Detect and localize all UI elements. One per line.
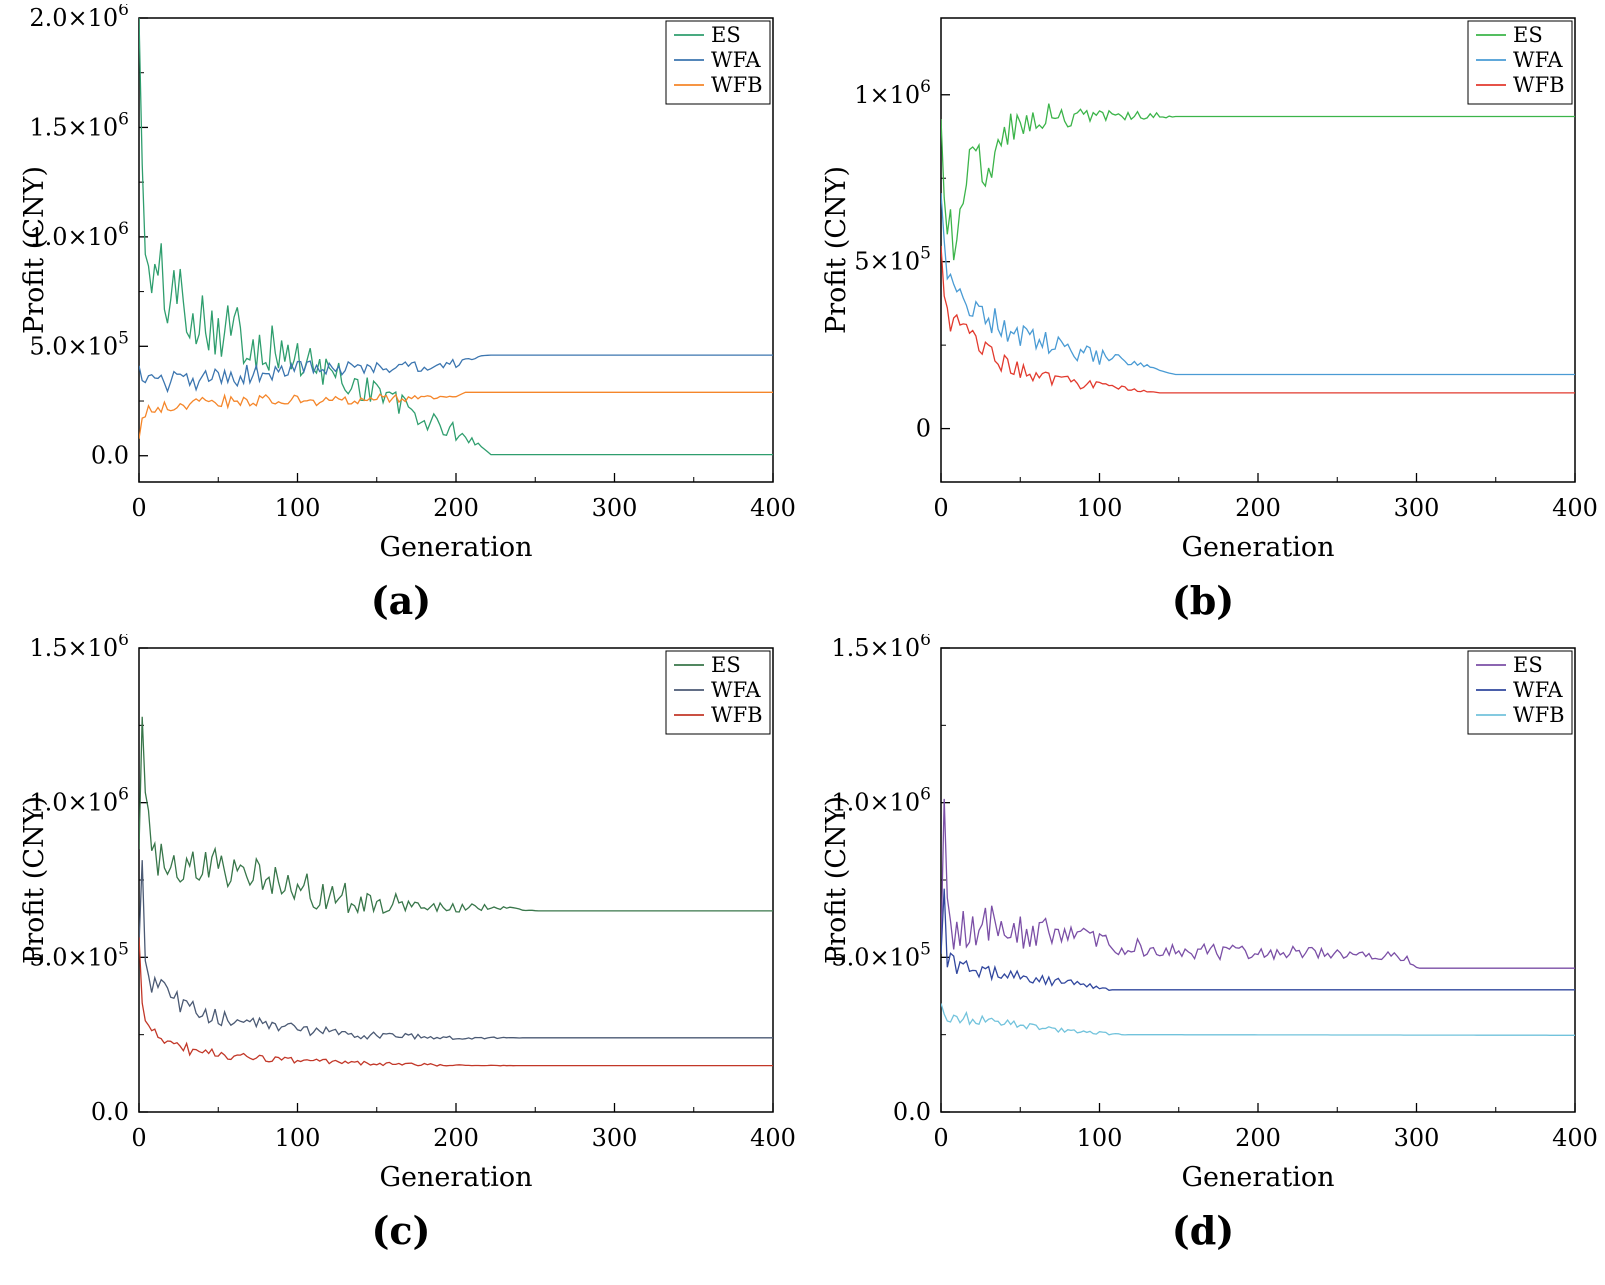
chart-panel-b: 0 100 200 300 400 0 5×105 1×106 Generation Profit… (821, 17, 1598, 563)
svg-text:400: 400 (750, 494, 796, 522)
svg-text:100: 100 (1077, 1124, 1123, 1152)
svg-text:1.0×106: 1.0×106 (29, 219, 129, 251)
svg-text:1.0×106: 1.0×106 (29, 785, 129, 817)
svg-text:5.0×105: 5.0×105 (831, 939, 931, 971)
figure-grid: 0 100 200 300 400 0.0 5.0×105 1.0×106 1.5×106 2.0… (0, 4, 1604, 1258)
svg-text:300: 300 (1394, 1124, 1440, 1152)
svg-text:300: 300 (1394, 494, 1440, 522)
svg-text:Generation: Generation (379, 1162, 532, 1193)
svg-text:1.0×106: 1.0×106 (831, 785, 931, 817)
svg-text:400: 400 (1552, 1124, 1598, 1152)
panel-b: 0 100 200 300 400 0 5×105 1×106 Generation Profit… (802, 4, 1604, 628)
svg-text:200: 200 (1235, 494, 1281, 522)
svg-text:0.0: 0.0 (91, 1098, 129, 1126)
svg-text:300: 300 (592, 1124, 638, 1152)
svg-text:WFA: WFA (1513, 48, 1563, 72)
svg-text:WFB: WFB (1513, 73, 1565, 97)
svg-text:5×105: 5×105 (854, 244, 931, 276)
svg-text:2.0×106: 2.0×106 (29, 4, 129, 32)
panel-a: 0 100 200 300 400 0.0 5.0×105 1.0×106 1.5×106 2.0… (0, 4, 802, 628)
svg-text:1×106: 1×106 (854, 77, 931, 109)
svg-text:WFB: WFB (1513, 703, 1565, 727)
svg-text:ES: ES (1513, 653, 1543, 677)
svg-text:100: 100 (1077, 494, 1123, 522)
panel-d: 0 100 200 300 400 0.0 5.0×105 1.0×106 1.5×106 Gen… (802, 634, 1604, 1258)
svg-text:WFA: WFA (711, 678, 761, 702)
chart-panel-c: 0 100 200 300 400 0.0 5.0×105 1.0×106 1.5×106 Gen… (19, 634, 796, 1193)
svg-text:400: 400 (1552, 494, 1598, 522)
svg-text:0: 0 (933, 1124, 948, 1152)
svg-text:WFB: WFB (711, 73, 763, 97)
svg-text:WFB: WFB (711, 703, 763, 727)
svg-text:1.5×106: 1.5×106 (831, 634, 931, 662)
svg-text:0: 0 (916, 415, 931, 443)
svg-text:ES: ES (711, 23, 741, 47)
svg-text:5.0×105: 5.0×105 (29, 939, 129, 971)
svg-text:WFA: WFA (1513, 678, 1563, 702)
svg-text:200: 200 (1235, 1124, 1281, 1152)
svg-text:Generation: Generation (1181, 532, 1334, 563)
svg-text:200: 200 (433, 1124, 479, 1152)
svg-text:0: 0 (131, 494, 146, 522)
svg-text:WFA: WFA (711, 48, 761, 72)
svg-text:Profit (CNY): Profit (CNY) (19, 166, 50, 334)
svg-text:Generation: Generation (1181, 1162, 1334, 1193)
panel-c: 0 100 200 300 400 0.0 5.0×105 1.0×106 1.5×106 Gen… (0, 634, 802, 1258)
svg-text:200: 200 (433, 494, 479, 522)
svg-text:ES: ES (711, 653, 741, 677)
svg-text:Profit (CNY): Profit (CNY) (821, 166, 852, 334)
svg-text:Generation: Generation (379, 532, 532, 563)
svg-text:5.0×105: 5.0×105 (29, 328, 129, 360)
chart-panel-a: 0 100 200 300 400 0.0 5.0×105 1.0×106 1.5×106 2.0… (19, 4, 796, 563)
svg-text:Profit (CNY): Profit (CNY) (19, 796, 50, 964)
svg-text:400: 400 (750, 1124, 796, 1152)
panel-caption-b: (b) (1171, 578, 1235, 623)
svg-text:Profit (CNY): Profit (CNY) (821, 796, 852, 964)
chart-panel-d: 0 100 200 300 400 0.0 5.0×105 1.0×106 1.5×106 Gen… (821, 634, 1598, 1193)
svg-text:1.5×106: 1.5×106 (29, 109, 129, 141)
svg-text:0: 0 (131, 1124, 146, 1152)
svg-text:100: 100 (275, 494, 321, 522)
panel-caption-a: (a) (370, 578, 432, 623)
panel-caption-d: (d) (1171, 1208, 1235, 1253)
svg-text:1.5×106: 1.5×106 (29, 634, 129, 662)
svg-text:100: 100 (275, 1124, 321, 1152)
svg-text:0: 0 (933, 494, 948, 522)
svg-text:0.0: 0.0 (893, 1098, 931, 1126)
svg-text:300: 300 (592, 494, 638, 522)
svg-text:0.0: 0.0 (91, 442, 129, 470)
panel-caption-c: (c) (371, 1208, 431, 1253)
svg-text:ES: ES (1513, 23, 1543, 47)
